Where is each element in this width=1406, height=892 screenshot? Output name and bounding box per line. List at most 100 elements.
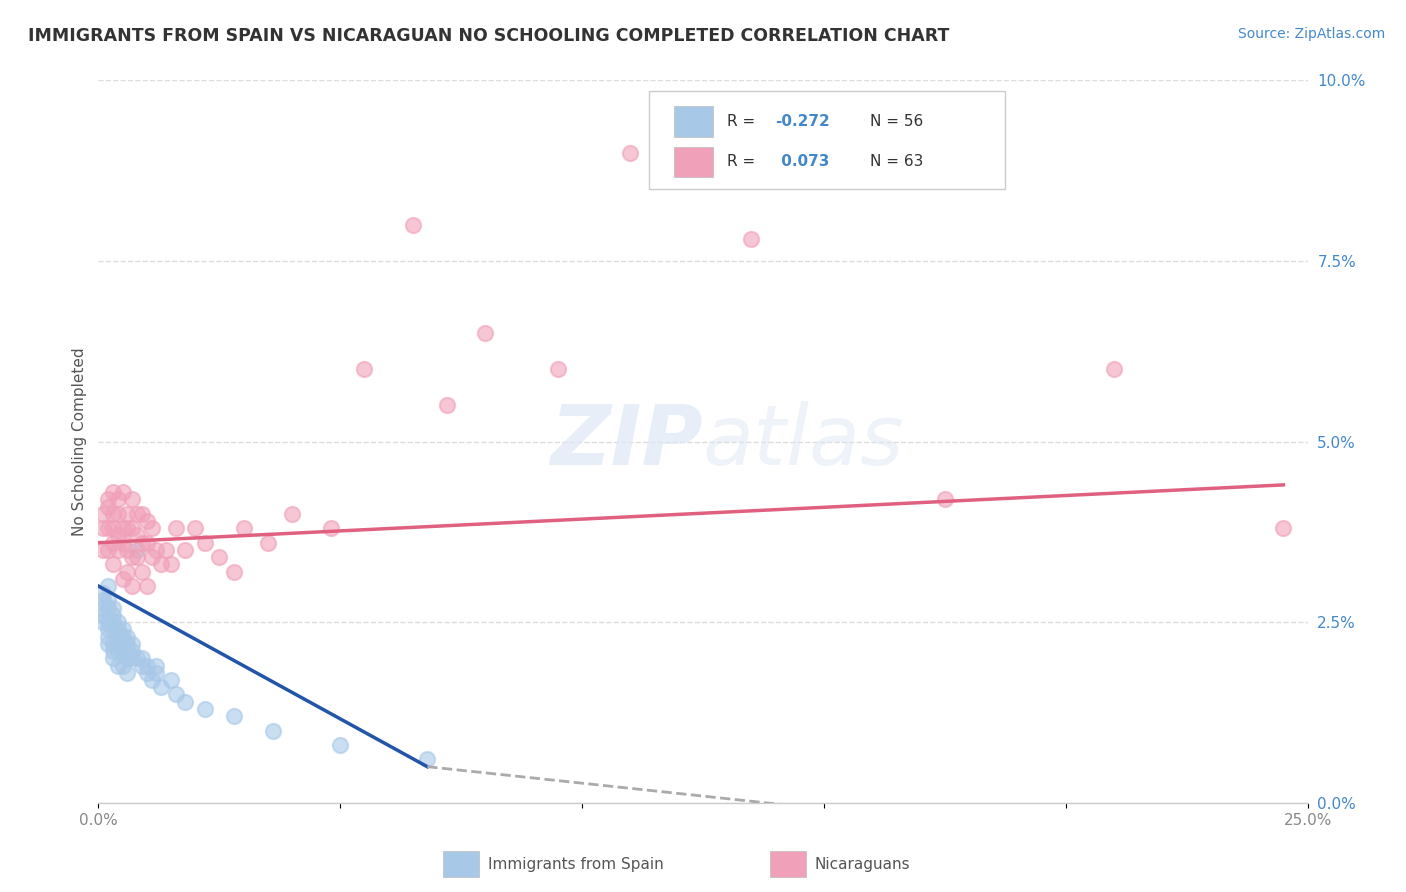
Point <box>281 507 304 521</box>
Point <box>107 492 129 507</box>
FancyBboxPatch shape <box>673 147 713 178</box>
Point <box>127 528 149 542</box>
Point <box>127 651 149 665</box>
Point <box>101 637 124 651</box>
Text: 0.073: 0.073 <box>776 154 830 169</box>
Point <box>107 507 129 521</box>
Point <box>121 492 143 507</box>
Point <box>131 565 153 579</box>
Point <box>91 586 114 600</box>
Point <box>97 500 120 514</box>
Point <box>232 521 254 535</box>
Point <box>97 579 120 593</box>
Point <box>101 615 124 630</box>
Text: Source: ZipAtlas.com: Source: ZipAtlas.com <box>1237 27 1385 41</box>
Point <box>117 507 139 521</box>
Point <box>121 521 143 535</box>
Point <box>160 558 183 572</box>
Point <box>165 521 187 535</box>
Point <box>402 218 425 232</box>
Point <box>141 550 163 565</box>
Point <box>131 507 153 521</box>
Point <box>141 673 163 687</box>
Point <box>111 637 134 651</box>
Point <box>91 521 114 535</box>
Point <box>121 579 143 593</box>
Text: Nicaraguans: Nicaraguans <box>814 856 910 871</box>
Point <box>117 521 139 535</box>
Point <box>145 542 167 557</box>
Point <box>547 362 569 376</box>
Point <box>91 593 114 607</box>
FancyBboxPatch shape <box>673 106 713 136</box>
Point <box>174 542 197 557</box>
Point <box>117 644 139 658</box>
Point <box>97 623 120 637</box>
Point <box>107 623 129 637</box>
Point <box>117 565 139 579</box>
Point <box>150 680 173 694</box>
Point <box>107 644 129 658</box>
FancyBboxPatch shape <box>443 851 479 877</box>
Point <box>121 651 143 665</box>
Point <box>97 637 120 651</box>
Point <box>97 615 120 630</box>
Point <box>97 492 120 507</box>
Point <box>194 535 217 549</box>
Point <box>117 665 139 680</box>
Point <box>101 485 124 500</box>
Point <box>131 535 153 549</box>
Point <box>319 521 342 535</box>
Point <box>222 565 245 579</box>
Point <box>91 507 114 521</box>
Point <box>127 542 149 557</box>
Text: Immigrants from Spain: Immigrants from Spain <box>488 856 664 871</box>
Point <box>111 485 134 500</box>
Point <box>111 658 134 673</box>
Point <box>107 542 129 557</box>
Point <box>131 658 153 673</box>
Point <box>101 558 124 572</box>
Point <box>150 558 173 572</box>
Point <box>127 507 149 521</box>
Point <box>107 615 129 630</box>
Point <box>97 630 120 644</box>
Point <box>135 579 157 593</box>
Point <box>174 695 197 709</box>
Point <box>117 651 139 665</box>
Point <box>117 637 139 651</box>
Point <box>474 326 496 340</box>
Point <box>91 600 114 615</box>
Point <box>97 521 120 535</box>
Point <box>222 709 245 723</box>
Text: IMMIGRANTS FROM SPAIN VS NICARAGUAN NO SCHOOLING COMPLETED CORRELATION CHART: IMMIGRANTS FROM SPAIN VS NICARAGUAN NO S… <box>28 27 949 45</box>
Point <box>97 593 120 607</box>
Point <box>131 651 153 665</box>
Point <box>141 521 163 535</box>
Point <box>91 615 114 630</box>
Y-axis label: No Schooling Completed: No Schooling Completed <box>72 347 87 536</box>
Point <box>934 492 956 507</box>
Text: N = 56: N = 56 <box>870 114 924 129</box>
Point <box>117 630 139 644</box>
Point <box>101 623 124 637</box>
Point <box>91 542 114 557</box>
Point <box>107 637 129 651</box>
Point <box>111 630 134 644</box>
Point <box>111 644 134 658</box>
Point <box>117 542 139 557</box>
Point <box>97 600 120 615</box>
Point <box>208 550 231 565</box>
Point <box>101 521 124 535</box>
Point <box>165 687 187 701</box>
Point <box>256 535 278 549</box>
Point <box>97 542 120 557</box>
Point <box>101 607 124 622</box>
Point <box>101 507 124 521</box>
Point <box>416 752 439 766</box>
Point <box>262 723 284 738</box>
Text: R =: R = <box>727 154 761 169</box>
Text: R =: R = <box>727 114 761 129</box>
Point <box>121 550 143 565</box>
Point <box>101 651 124 665</box>
